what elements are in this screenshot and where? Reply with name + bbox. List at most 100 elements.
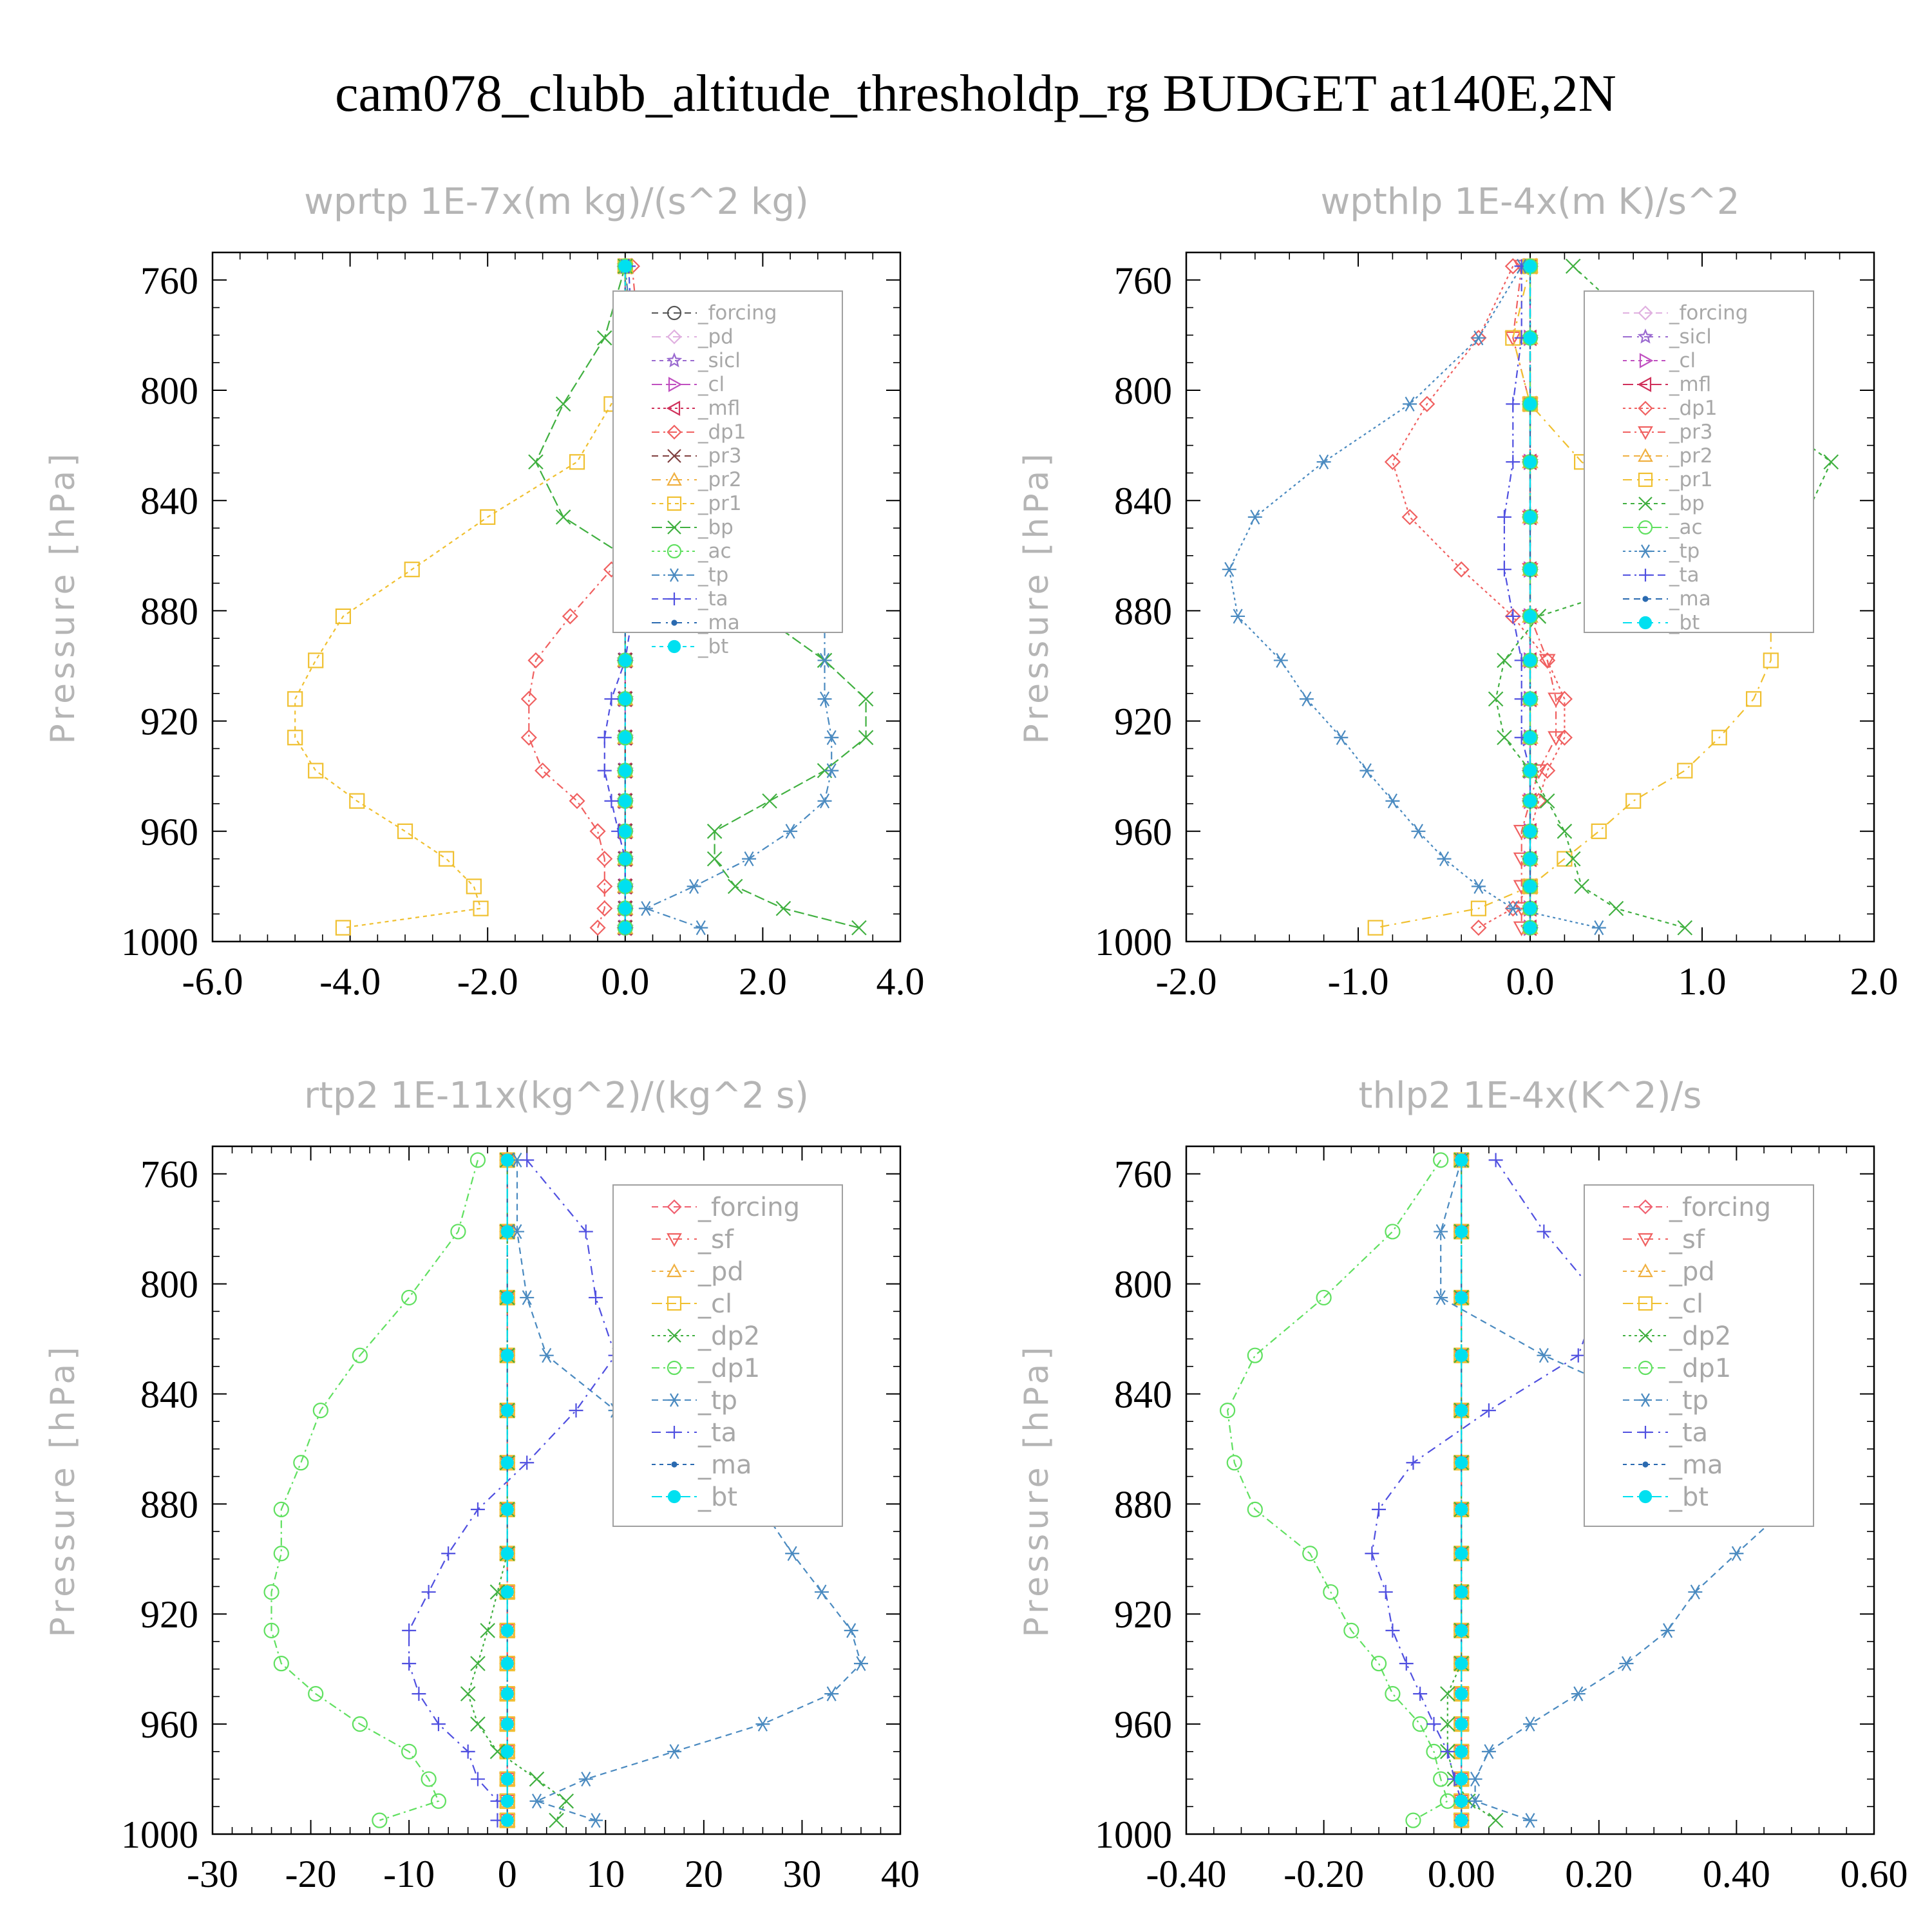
data-point-bp bbox=[851, 920, 867, 936]
legend-label-tp: _tp bbox=[1669, 540, 1700, 563]
data-point-bt bbox=[1523, 455, 1537, 469]
data-point-pr1 bbox=[1470, 900, 1486, 916]
legend-marker-ta bbox=[1639, 1426, 1652, 1439]
data-point-ta bbox=[1497, 562, 1511, 577]
data-point-bp bbox=[1557, 824, 1573, 839]
data-point-tp bbox=[1385, 793, 1400, 809]
data-point-tp bbox=[1571, 1686, 1586, 1701]
data-point-tp bbox=[638, 901, 653, 916]
data-point-tp bbox=[1359, 763, 1374, 779]
data-point-ta bbox=[431, 1717, 446, 1732]
data-point-pr3 bbox=[1548, 731, 1564, 746]
data-point-pr3 bbox=[1504, 331, 1522, 346]
x-tick-label: -2.0 bbox=[1156, 960, 1217, 1003]
data-point-dp1 bbox=[596, 878, 613, 895]
y-tick-label: 840 bbox=[1114, 1373, 1172, 1416]
data-point-pr1 bbox=[480, 509, 496, 525]
data-point-tp bbox=[755, 1716, 770, 1732]
legend-marker-bt bbox=[1638, 1490, 1653, 1504]
data-point-bp bbox=[1497, 652, 1512, 668]
legend-label-ac: _ac bbox=[697, 540, 732, 563]
panels: wprtp 1E-7x(m kg)/(s^2 kg) Pressure [hPa]… bbox=[44, 181, 1908, 1895]
series-line-dp2 bbox=[467, 1160, 567, 1821]
data-point-dp1 bbox=[1343, 1622, 1359, 1638]
legend-label-dp2: _dp2 bbox=[697, 1321, 760, 1351]
legend: _forcing _sf_pd_cl_dp2 _dp1 _tp_ta_ma_bt bbox=[1584, 1184, 1814, 1527]
legend-marker-cl bbox=[667, 1296, 682, 1311]
legend-marker-dp1 bbox=[667, 424, 682, 440]
data-point-ta bbox=[1537, 1224, 1551, 1239]
data-point-bt bbox=[1455, 1404, 1468, 1417]
data-point-ta bbox=[1372, 1502, 1387, 1517]
data-point-bt bbox=[500, 1745, 514, 1758]
panel-title: thlp2 1E-4x(K^2)/s bbox=[1359, 1075, 1702, 1117]
data-point-ta bbox=[597, 763, 612, 778]
data-point-ta bbox=[402, 1623, 417, 1638]
legend-label-bp: _bp bbox=[1669, 492, 1705, 515]
legend-marker-pd bbox=[1638, 1263, 1653, 1278]
data-point-bp bbox=[762, 793, 777, 809]
legend-marker-bt bbox=[1638, 616, 1653, 630]
data-point-bt bbox=[1455, 1291, 1468, 1305]
data-point-tp bbox=[1411, 824, 1426, 839]
panel-2: wpthlp 1E-4x(m K)/s^2 Pressure [hPa] -2.0 -… bbox=[1018, 181, 1899, 1003]
legend-marker-ta bbox=[668, 592, 681, 605]
legend-marker-cl bbox=[1638, 1296, 1653, 1311]
data-point-tp bbox=[687, 878, 701, 894]
legend-marker-pr3 bbox=[667, 449, 681, 463]
data-point-pr1 bbox=[335, 920, 352, 936]
legend-marker-mfl bbox=[666, 401, 681, 416]
legend-box bbox=[1584, 1184, 1814, 1527]
data-point-bt bbox=[1455, 1502, 1468, 1517]
data-point-tp bbox=[1434, 1224, 1448, 1239]
legend-marker-dp1 bbox=[667, 1360, 682, 1376]
legend-label-bt: _bt bbox=[697, 635, 728, 658]
panel-title: rtp2 1E-11x(kg^2)/(kg^2 s) bbox=[304, 1075, 809, 1117]
data-point-bp bbox=[555, 509, 571, 525]
data-point-bt bbox=[618, 902, 632, 915]
data-point-bt bbox=[1523, 902, 1537, 915]
data-point-pr1 bbox=[308, 652, 324, 668]
data-point-tp bbox=[529, 1794, 544, 1809]
data-point-tp bbox=[783, 824, 798, 839]
y-tick-label: 920 bbox=[1114, 701, 1172, 743]
data-point-dp2 bbox=[460, 1686, 476, 1701]
data-point-pr1 bbox=[1625, 793, 1642, 809]
data-point-dp2 bbox=[529, 1771, 545, 1787]
legend-label-forcing: _forcing bbox=[1669, 1193, 1771, 1222]
data-point-bt bbox=[1523, 609, 1537, 623]
legend-label-forcing: _forcing bbox=[1669, 301, 1748, 325]
series-group bbox=[263, 1151, 868, 1829]
data-point-dp1 bbox=[562, 608, 578, 625]
legend-label-ta: _ta bbox=[1669, 564, 1700, 587]
x-tick-label: 0.0 bbox=[1506, 960, 1555, 1003]
data-point-bp bbox=[858, 730, 874, 746]
data-point-dp1 bbox=[421, 1771, 437, 1787]
data-point-bt bbox=[500, 1456, 514, 1470]
data-point-cl bbox=[499, 1584, 515, 1600]
data-point-tp bbox=[853, 1656, 868, 1671]
y-tick-label: 1000 bbox=[1095, 1814, 1172, 1856]
data-point-bt bbox=[1523, 510, 1537, 524]
series-line-pr1 bbox=[294, 266, 630, 929]
legend-marker-sicl bbox=[666, 352, 683, 368]
legend-marker-cl bbox=[668, 377, 683, 392]
data-point-dp2 bbox=[1440, 1686, 1455, 1701]
data-point-dp1 bbox=[1302, 1546, 1318, 1562]
y-tick-label: 880 bbox=[140, 590, 198, 632]
legend-label-pr1: _pr1 bbox=[697, 492, 742, 515]
data-point-ta bbox=[604, 793, 619, 808]
data-point-dp1 bbox=[352, 1716, 368, 1732]
data-point-dp2 bbox=[489, 1744, 506, 1759]
data-point-bp bbox=[706, 824, 723, 839]
y-tick-label: 960 bbox=[1114, 811, 1172, 853]
data-point-dp1 bbox=[1385, 1686, 1401, 1702]
data-point-dp1 bbox=[273, 1501, 289, 1518]
y-tick-label: 800 bbox=[1114, 1264, 1172, 1306]
legend-marker-sf bbox=[667, 1233, 682, 1247]
data-point-tp bbox=[742, 851, 757, 867]
data-point-bt bbox=[618, 692, 632, 706]
data-point-bt bbox=[1455, 1687, 1468, 1701]
y-axis-label: Pressure [hPa] bbox=[44, 1343, 82, 1638]
data-point-bt bbox=[1455, 1225, 1468, 1238]
